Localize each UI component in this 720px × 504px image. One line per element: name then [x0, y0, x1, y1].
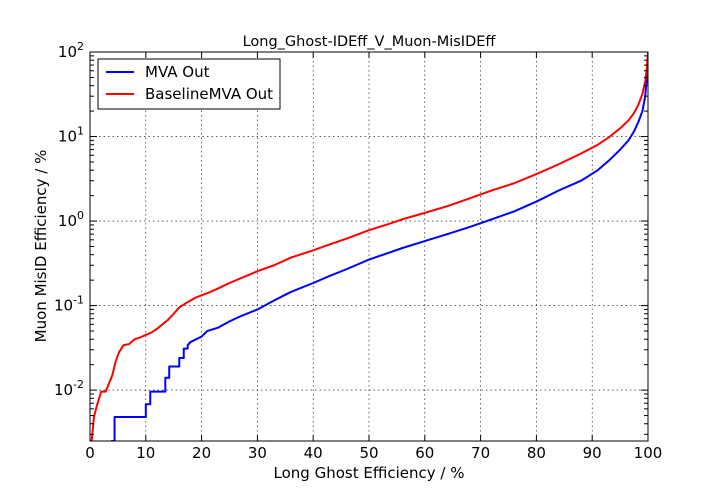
x-tick-label: 30: [248, 444, 267, 462]
y-tick-label: 10-2: [54, 378, 84, 399]
y-tick-label-base: 10: [54, 381, 73, 399]
y-tick-label: 100: [58, 209, 84, 230]
y-tick-label-base: 10: [58, 43, 77, 61]
series-layer: [90, 52, 648, 441]
series-line-mva-out: [111, 53, 648, 441]
x-tick-label: 70: [471, 444, 490, 462]
legend: MVA Out BaselineMVA Out: [97, 58, 281, 110]
y-tick-label-base: 10: [58, 128, 77, 146]
x-tick-label: 40: [304, 444, 323, 462]
chart-title: Long_Ghost-IDEff_V_Muon-MisIDEff: [243, 34, 497, 50]
x-tick-label: 100: [634, 444, 663, 462]
ticks: [89, 51, 649, 441]
y-tick-label-exponent: -2: [73, 378, 84, 391]
y-tick-label-base: 10: [54, 297, 73, 315]
y-axis-label: Muon MisID Efficiency / %: [32, 150, 50, 343]
y-tick-label-exponent: 1: [77, 125, 84, 138]
y-tick-label: 10-1: [54, 294, 84, 315]
y-tick-label-base: 10: [58, 212, 77, 230]
x-tick-label: 60: [415, 444, 434, 462]
x-tick-label: 10: [136, 444, 155, 462]
legend-box: [97, 58, 281, 110]
y-tick-label: 102: [58, 40, 84, 61]
series-line-baselinemva-out: [90, 52, 648, 441]
x-axis-label: Long Ghost Efficiency / %: [274, 464, 465, 482]
x-tick-labels: 0 10 20 30 40 50 60 70 80 90 100: [85, 444, 662, 462]
x-tick-label: 0: [85, 444, 95, 462]
x-tick-label: 90: [583, 444, 602, 462]
legend-label-mva-out: MVA Out: [145, 63, 210, 81]
x-tick-label: 80: [527, 444, 546, 462]
legend-label-baselinemva-out: BaselineMVA Out: [145, 85, 273, 103]
y-tick-label-exponent: 2: [77, 40, 84, 53]
y-tick-label-exponent: 0: [77, 209, 84, 222]
x-tick-label: 20: [192, 444, 211, 462]
y-tick-label: 101: [58, 125, 84, 146]
y-tick-label-exponent: -1: [73, 294, 84, 307]
x-tick-label: 50: [359, 444, 378, 462]
